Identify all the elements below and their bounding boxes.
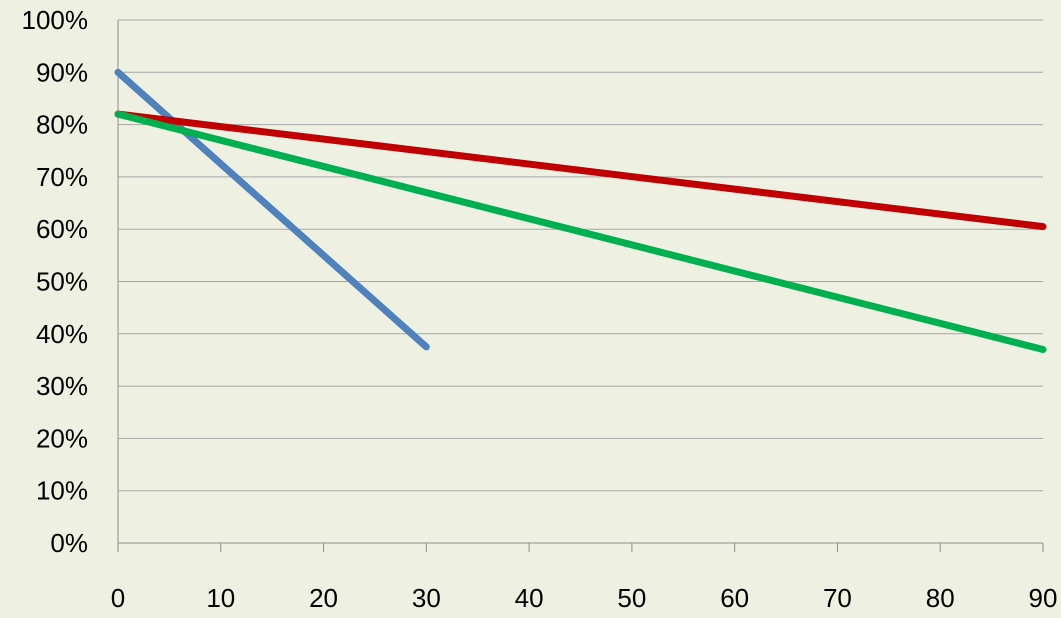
x-tick-label: 30 [412, 583, 441, 613]
y-tick-label: 30% [36, 371, 88, 401]
y-tick-label: 60% [36, 214, 88, 244]
x-tick-label: 40 [515, 583, 544, 613]
y-tick-label: 40% [36, 319, 88, 349]
y-tick-label: 80% [36, 110, 88, 140]
y-tick-label: 0% [50, 528, 88, 558]
x-tick-label: 80 [926, 583, 955, 613]
x-tick-label: 0 [111, 583, 125, 613]
x-tick-label: 20 [309, 583, 338, 613]
series-line-2 [114, 110, 1047, 231]
y-tick-label: 90% [36, 57, 88, 87]
y-tick-label: 10% [36, 476, 88, 506]
y-tick-label: 50% [36, 267, 88, 297]
series-line-1 [114, 68, 430, 351]
x-tick-label: 50 [617, 583, 646, 613]
axes [117, 20, 1044, 552]
series-lines [114, 68, 1047, 353]
y-tick-label: 20% [36, 423, 88, 453]
tick-labels: 0% 10% 20% 30% 40% 50% 60% 70% 80% 90% 100% 0 10 20 30… [22, 5, 1058, 613]
y-tick-label: 70% [36, 162, 88, 192]
x-tick-label: 70 [823, 583, 852, 613]
gridlines [118, 19, 1043, 492]
series-line-3 [114, 110, 1047, 353]
x-tick-label: 60 [720, 583, 749, 613]
x-tick-label: 90 [1029, 583, 1058, 613]
x-tick-label: 10 [206, 583, 235, 613]
y-tick-label: 100% [22, 5, 89, 35]
